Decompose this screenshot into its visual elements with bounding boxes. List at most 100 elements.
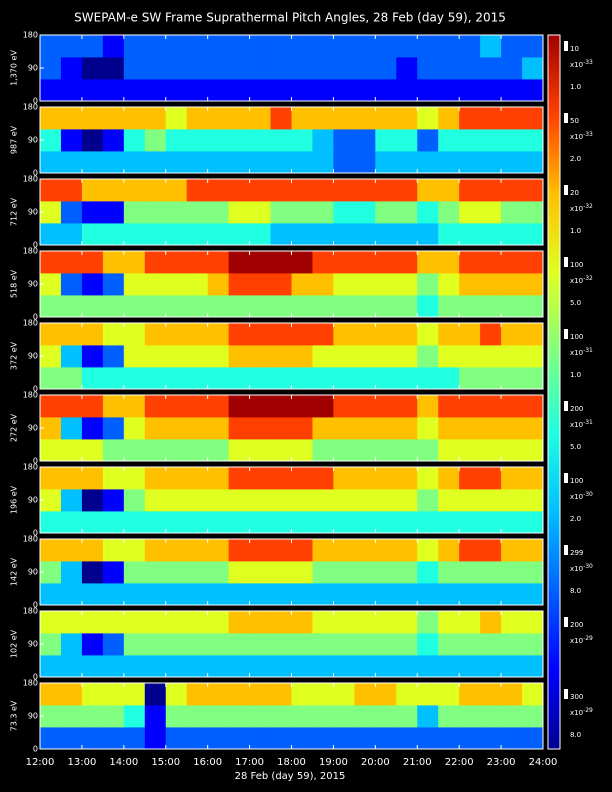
heatmap-cell [228,539,250,562]
heatmap-cell [438,251,460,274]
heatmap-cell [333,417,355,440]
heatmap-cell [354,561,376,584]
heatmap-cell [291,129,313,152]
heatmap-cell [459,251,481,274]
heatmap-cell [333,129,355,152]
heatmap-cell [522,439,544,462]
heatmap-cell [312,583,334,606]
heatmap-cell [396,683,418,706]
heatmap-cell [123,633,146,656]
colorbar-marker [564,617,568,627]
heatmap-cell [186,129,209,152]
heatmap-cell [60,683,83,706]
heatmap-cell [60,223,83,246]
heatmap-cell [375,251,397,274]
heatmap-cell [249,417,271,440]
heatmap-cell [186,57,209,80]
heatmap-cell [501,539,523,562]
heatmap-cell [102,151,125,174]
heatmap-cell [522,251,544,274]
heatmap-cell [123,511,146,534]
heatmap-cell [291,107,313,130]
heatmap-cell [40,367,62,390]
colorbar-label: 1.0 [570,83,581,91]
heatmap-cell [270,439,292,462]
heatmap-cell [186,151,209,174]
heatmap-cell [81,705,104,728]
colorbar-marker [564,545,568,555]
heatmap-cell [291,683,313,706]
y-tick-label: 90 [28,496,38,505]
heatmap-cell [291,151,313,174]
colorbar-scale-base: x10 [570,637,583,645]
heatmap-cell [459,223,481,246]
heatmap-cell [480,489,502,512]
heatmap-cell [123,439,146,462]
heatmap-cell [40,201,62,224]
heatmap-cell [375,727,397,750]
heatmap-cell [396,35,418,58]
heatmap-cell [417,489,439,512]
heatmap-cell [312,489,334,512]
colorbar-label: 299 [570,549,583,557]
heatmap-cell [165,467,188,490]
heatmap-cell [417,251,439,274]
heatmap-cell [438,655,460,678]
heatmap-cell [102,223,125,246]
heatmap-cell [501,201,523,224]
heatmap-cell [396,57,418,80]
heatmap-cell [270,417,292,440]
heatmap-cell [333,655,355,678]
heatmap-cell [501,323,523,346]
heatmap-cell [354,251,376,274]
heatmap-cell [207,539,230,562]
heatmap-cell [291,583,313,606]
heatmap-cell [249,511,271,534]
heatmap-cell [123,583,146,606]
heatmap-cell [522,35,544,58]
heatmap-cell [417,323,439,346]
y-tick-label: 180 [23,463,38,472]
heatmap-cell [123,295,146,318]
heatmap-cell [40,179,62,202]
heatmap-cell [291,201,313,224]
heatmap-cell [312,395,334,418]
heatmap-cell [459,439,481,462]
heatmap-cell [480,705,502,728]
heatmap-cell [207,727,230,750]
heatmap-cell [165,439,188,462]
heatmap-cell [186,583,209,606]
heatmap-cell [165,633,188,656]
colorbar-scale-exponent: -30 [583,563,593,570]
colorbar-scale: x10-29 [570,635,593,646]
heatmap-cell [102,683,125,706]
heatmap-cell [81,633,104,656]
y-axis-label: 518 eV [10,269,19,298]
heatmap-cell [40,107,62,130]
heatmap-cell [249,583,271,606]
y-axis-label: 73.3 eV [10,700,19,731]
heatmap-cell [333,683,355,706]
heatmap-cell [102,395,125,418]
heatmap-cell [291,223,313,246]
heatmap-cell [312,655,334,678]
heatmap-cell [438,417,460,440]
heatmap-cell [228,633,250,656]
heatmap-cell [165,417,188,440]
heatmap-cell [480,511,502,534]
heatmap-cell [123,489,146,512]
heatmap-cell [102,129,125,152]
heatmap-cell [459,727,481,750]
heatmap-cell [207,561,230,584]
heatmap-cell [354,467,376,490]
heatmap-cell [375,467,397,490]
colorbar-label: 100 [570,477,583,485]
heatmap-cell [165,683,188,706]
y-tick-label: 180 [23,31,38,40]
heatmap-cell [186,223,209,246]
heatmap-cell [291,633,313,656]
heatmap-cell [81,489,104,512]
y-tick-label: 0 [33,169,38,178]
heatmap-cell [333,561,355,584]
y-axis-label: 1,370 eV [10,50,19,86]
